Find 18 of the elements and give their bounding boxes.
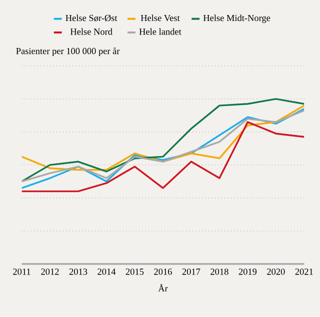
x-axis-title: År bbox=[158, 284, 168, 292]
x-tick-label: 2014 bbox=[98, 268, 116, 275]
x-tick-label: 2016 bbox=[154, 268, 172, 275]
x-tick-label: 2020 bbox=[267, 268, 285, 275]
legend-label: Hele landet bbox=[139, 28, 182, 35]
x-tick-label: 2011 bbox=[13, 268, 30, 275]
y-axis-title: Pasienter per 100 000 per år bbox=[16, 48, 120, 56]
legend-label: Helse Sør-Øst bbox=[66, 14, 118, 22]
legend-label: Helse Vest bbox=[140, 14, 180, 22]
x-tick-label: 2013 bbox=[69, 268, 88, 275]
x-tick-label: 2019 bbox=[238, 268, 257, 275]
x-tick-label: 2017 bbox=[182, 268, 200, 275]
legend-label: Helse Midt-Norge bbox=[203, 14, 270, 24]
x-tick-label: 2018 bbox=[210, 268, 228, 275]
legend-label: Helse Nord bbox=[70, 28, 112, 35]
x-tick-label: 2012 bbox=[41, 268, 59, 275]
x-tick-label: 2021 bbox=[295, 268, 313, 275]
x-tick-label: 2015 bbox=[126, 268, 144, 275]
